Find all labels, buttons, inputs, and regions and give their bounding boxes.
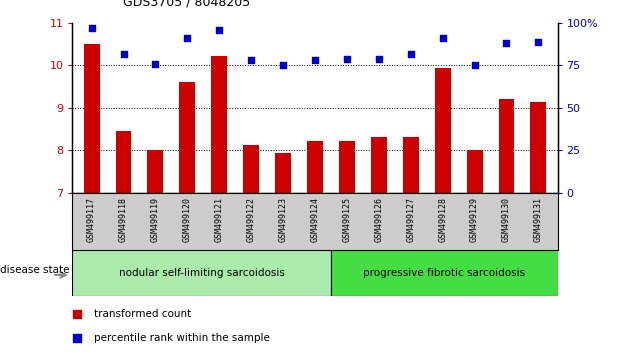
- Point: [182, 35, 192, 41]
- Bar: [371, 137, 387, 354]
- Text: GSM499118: GSM499118: [119, 198, 128, 242]
- Bar: [331, 250, 558, 296]
- Text: GSM499125: GSM499125: [343, 198, 352, 242]
- Text: nodular self-limiting sarcoidosis: nodular self-limiting sarcoidosis: [119, 268, 285, 278]
- Bar: [84, 44, 100, 354]
- Bar: [180, 82, 195, 354]
- Point: [86, 25, 96, 31]
- Bar: [403, 137, 419, 354]
- Point: [469, 63, 479, 68]
- Point: [214, 27, 224, 33]
- Text: GSM499122: GSM499122: [247, 198, 256, 242]
- Point: [501, 41, 512, 46]
- Bar: [243, 145, 259, 354]
- Point: [246, 58, 256, 63]
- Point: [438, 35, 448, 41]
- Point: [406, 51, 416, 56]
- Text: GSM499126: GSM499126: [374, 198, 383, 242]
- Text: percentile rank within the sample: percentile rank within the sample: [94, 333, 270, 343]
- Text: transformed count: transformed count: [94, 308, 192, 319]
- Bar: [211, 56, 227, 354]
- Bar: [498, 99, 515, 354]
- Bar: [115, 131, 132, 354]
- Point: [534, 39, 544, 45]
- Text: progressive fibrotic sarcoidosis: progressive fibrotic sarcoidosis: [364, 268, 525, 278]
- Text: GSM499124: GSM499124: [311, 198, 319, 242]
- Text: GSM499128: GSM499128: [438, 198, 447, 242]
- Point: [342, 56, 352, 62]
- Bar: [339, 141, 355, 354]
- Text: GSM499120: GSM499120: [183, 198, 192, 242]
- Bar: [307, 141, 323, 354]
- Point: [374, 56, 384, 62]
- Bar: [275, 153, 291, 354]
- Bar: [147, 150, 163, 354]
- Text: disease state: disease state: [0, 265, 69, 275]
- Text: GSM499131: GSM499131: [534, 198, 543, 242]
- Text: GDS3705 / 8048205: GDS3705 / 8048205: [123, 0, 250, 9]
- Text: GSM499121: GSM499121: [215, 198, 224, 242]
- Bar: [467, 150, 483, 354]
- Text: GSM499130: GSM499130: [502, 198, 511, 242]
- Bar: [435, 68, 450, 354]
- Point: [278, 63, 288, 68]
- Point: [151, 61, 161, 67]
- Point: [118, 51, 129, 56]
- Bar: [530, 102, 546, 354]
- Text: GSM499123: GSM499123: [278, 198, 287, 242]
- Bar: [72, 250, 331, 296]
- Text: GSM499129: GSM499129: [470, 198, 479, 242]
- Point: [310, 58, 320, 63]
- Text: GSM499127: GSM499127: [406, 198, 415, 242]
- Text: GSM499117: GSM499117: [87, 198, 96, 242]
- Text: GSM499119: GSM499119: [151, 198, 160, 242]
